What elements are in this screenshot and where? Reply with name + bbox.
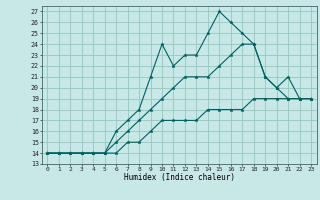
- X-axis label: Humidex (Indice chaleur): Humidex (Indice chaleur): [124, 173, 235, 182]
